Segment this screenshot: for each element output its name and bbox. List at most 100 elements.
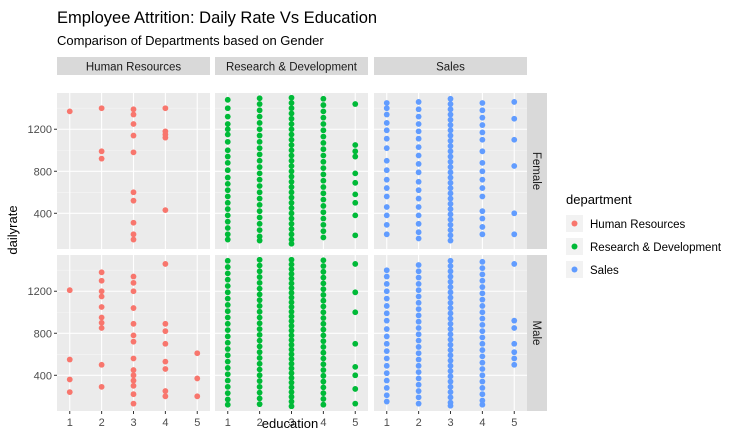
data-point [66,376,73,383]
data-point [224,295,231,302]
data-point [511,136,518,143]
data-point [511,355,518,362]
data-point [415,369,422,376]
data-point [256,107,263,114]
data-point [320,184,327,190]
x-tick-label: 5 [511,417,517,429]
data-point [415,106,422,113]
data-point [288,261,295,268]
chart-subtitle: Comparison of Departments based on Gende… [57,33,324,48]
data-point [224,320,231,327]
data-point [130,372,137,379]
data-point [415,99,422,105]
data-point [447,164,454,170]
data-point [288,178,295,185]
legend-title: department [566,192,632,207]
data-point [415,262,422,268]
data-point [224,187,231,194]
data-point [479,397,486,404]
data-point [511,115,518,122]
data-point [447,373,454,380]
data-point [383,273,390,280]
data-point [288,356,295,362]
data-point [256,145,263,152]
data-point [130,219,137,226]
data-point [383,145,390,152]
data-point [352,148,359,155]
legend-label: Research & Development [590,242,722,254]
panel-research-and-development-male [215,255,368,411]
data-point [352,153,359,160]
data-point [256,164,263,170]
data-point [479,215,486,222]
y-tick-label: 400 [34,370,52,382]
legend-entries: Human Resources Research & Development Sal… [566,215,722,278]
facet-strip-human-resources [57,57,210,75]
data-point [415,394,422,401]
x-tick-label: 1 [67,417,73,429]
data-point [447,148,454,155]
data-point [288,289,295,296]
data-point [479,231,486,238]
data-point [447,95,454,102]
data-point [511,361,518,368]
data-point [288,346,295,353]
data-point [383,105,390,112]
data-point [447,362,454,369]
data-point [288,271,295,277]
data-point [162,328,169,335]
data-point [162,105,169,112]
data-point [224,283,231,289]
data-point [320,133,327,140]
data-point [415,195,422,202]
data-point [320,361,327,368]
data-point [288,332,295,339]
data-point [288,365,295,372]
data-point [194,375,201,382]
data-point [256,285,263,292]
data-point [511,317,518,324]
x-tick-label: 5 [194,417,200,429]
data-point [447,179,454,186]
row-strip-female [527,93,547,249]
data-point [98,277,105,284]
data-point [320,114,327,121]
data-point [447,195,454,202]
data-point [256,395,263,402]
data-point [415,113,422,120]
data-point [383,176,390,183]
data-point [415,331,422,338]
data-point [288,360,295,367]
data-point [224,314,231,321]
data-point [288,351,295,358]
data-point [130,106,137,113]
data-point [320,344,327,350]
data-point [320,367,327,373]
data-point [352,386,359,392]
data-point [224,377,231,384]
data-point [447,378,454,385]
x-tick-label: 1 [225,417,231,429]
data-point [224,264,231,270]
data-point [447,273,454,280]
data-point [447,263,454,269]
y-tick-label: 800 [34,166,52,178]
data-point [256,195,263,202]
data-point [415,381,422,388]
data-point [256,113,263,120]
data-point [320,297,327,304]
data-point [320,286,327,293]
data-point [447,368,454,374]
data-point [479,372,486,379]
data-point [383,111,390,118]
data-point [256,320,263,327]
data-point [415,312,422,319]
data-point [162,366,169,372]
data-point [415,274,422,281]
data-point [415,187,422,194]
data-point [415,318,422,325]
data-point [352,289,359,296]
data-point [256,378,263,384]
data-point [98,269,105,276]
